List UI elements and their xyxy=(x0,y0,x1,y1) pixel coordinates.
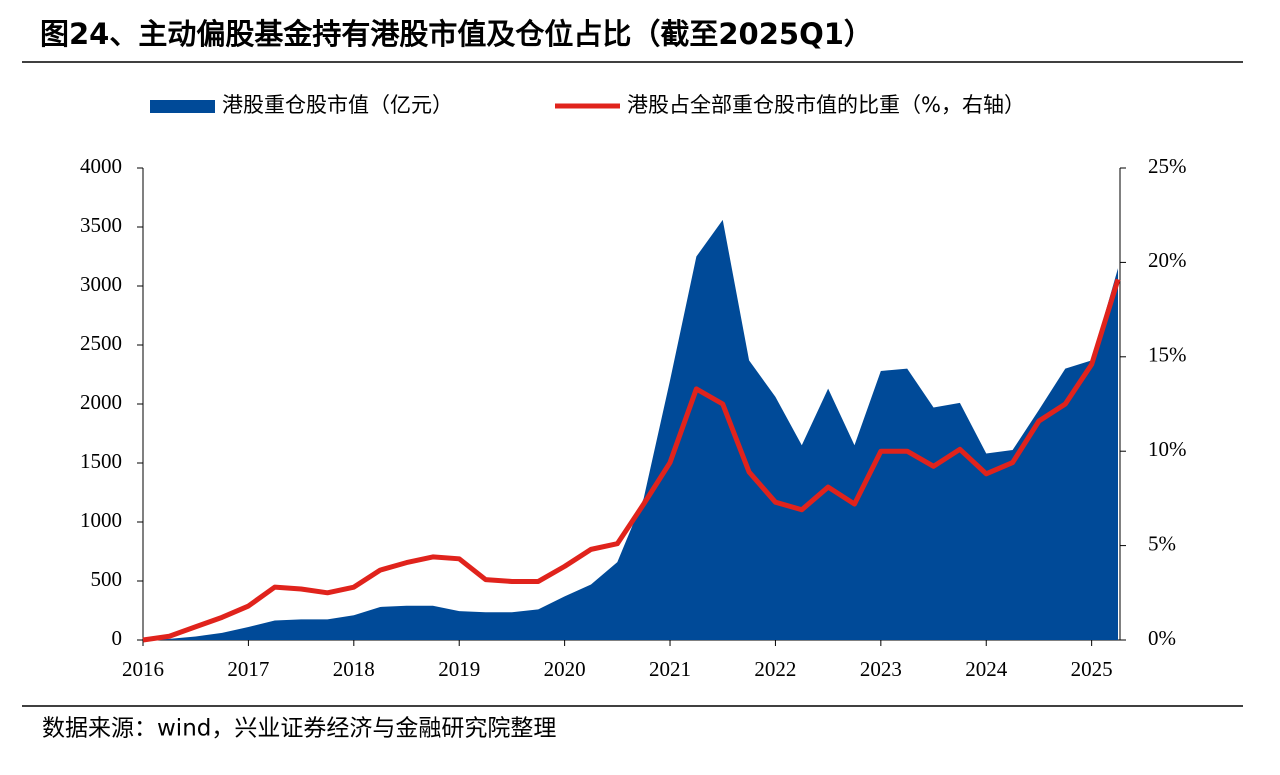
y-tick-label: 3500 xyxy=(80,213,122,237)
y-tick-label: 0 xyxy=(112,626,123,650)
y2-tick-label: 25% xyxy=(1148,154,1187,178)
y2-tick-label: 0% xyxy=(1148,626,1176,650)
x-tick-label: 2019 xyxy=(438,657,480,681)
chart-title: 图24、主动偏股基金持有港股市值及仓位占比（截至2025Q1） xyxy=(40,17,873,51)
y-tick-label: 1000 xyxy=(80,508,122,532)
x-tick-label: 2024 xyxy=(965,657,1008,681)
legend-swatch xyxy=(150,100,215,113)
x-tick-label: 2022 xyxy=(754,657,796,681)
y2-tick-label: 10% xyxy=(1148,437,1187,461)
x-tick-label: 2017 xyxy=(227,657,269,681)
area-series xyxy=(143,219,1118,641)
y-tick-label: 2500 xyxy=(80,331,122,355)
y2-tick-label: 5% xyxy=(1148,531,1176,555)
y-tick-label: 2000 xyxy=(80,390,122,414)
x-tick-label: 2016 xyxy=(122,657,164,681)
x-tick-label: 2020 xyxy=(544,657,586,681)
y2-tick-label: 15% xyxy=(1148,343,1187,367)
x-tick-label: 2025 xyxy=(1071,657,1113,681)
legend-label: 港股占全部重仓股市值的比重（%，右轴） xyxy=(627,93,1025,117)
y-tick-label: 3000 xyxy=(80,272,122,296)
line-series xyxy=(142,278,1121,643)
y-tick-label: 500 xyxy=(91,567,123,591)
x-tick-label: 2018 xyxy=(333,657,375,681)
y-tick-label: 1500 xyxy=(80,449,122,473)
y2-tick-label: 20% xyxy=(1148,248,1187,272)
y-tick-label: 4000 xyxy=(80,154,122,178)
x-tick-label: 2021 xyxy=(649,657,691,681)
legend-label: 港股重仓股市值（亿元） xyxy=(222,93,453,117)
source-note: 数据来源：wind，兴业证券经济与金融研究院整理 xyxy=(42,716,556,742)
x-tick-label: 2023 xyxy=(860,657,902,681)
